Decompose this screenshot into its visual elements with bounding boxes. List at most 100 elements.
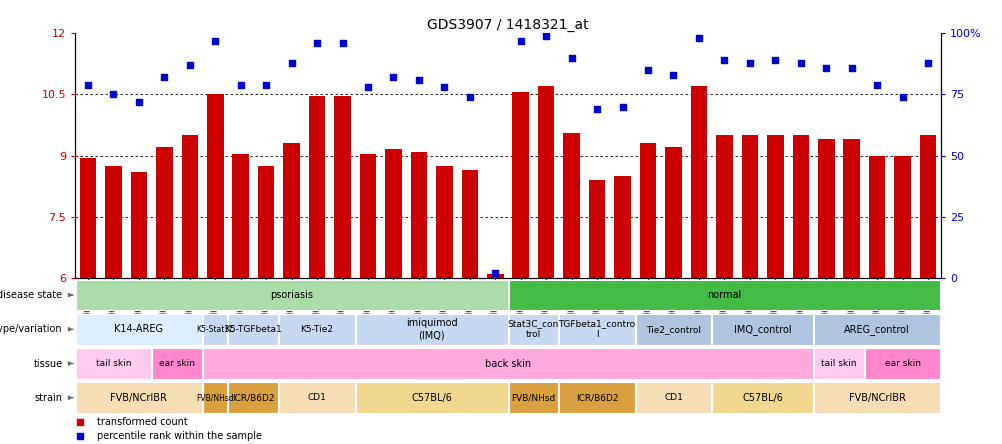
Bar (284, 143, 300, 278)
Bar (792, 135, 809, 278)
Bar (868, 155, 885, 278)
Bar (508, 280, 939, 310)
Bar (356, 382, 507, 413)
Point (105, 91, 121, 98)
Point (818, 64, 834, 71)
Text: K5-Stat3C: K5-Stat3C (195, 325, 234, 334)
Text: imiquimod
(IMQ): imiquimod (IMQ) (406, 318, 457, 340)
Point (664, 71, 680, 79)
Text: genotype/variation: genotype/variation (0, 324, 62, 334)
Point (436, 83, 452, 91)
Point (614, 103, 630, 110)
Point (335, 40, 351, 47)
Text: TGFbeta1_contro
l: TGFbeta1_contro l (558, 320, 635, 339)
Text: Stat3C_con
trol: Stat3C_con trol (507, 320, 558, 339)
Text: K5-Tie2: K5-Tie2 (301, 325, 334, 334)
Text: AREG_control: AREG_control (844, 324, 909, 335)
Point (360, 83, 376, 91)
Bar (559, 314, 634, 345)
Point (741, 59, 758, 66)
Bar (232, 154, 248, 278)
Bar (206, 95, 223, 278)
Text: ICR/B6D2: ICR/B6D2 (231, 393, 275, 402)
Point (232, 81, 248, 88)
Bar (635, 382, 710, 413)
Bar (385, 150, 402, 278)
Bar (690, 86, 706, 278)
Bar (487, 274, 503, 278)
Bar (76, 348, 151, 379)
Text: normal: normal (706, 290, 740, 300)
Bar (588, 180, 605, 278)
Point (894, 93, 910, 100)
Text: tail skin: tail skin (95, 359, 131, 368)
Bar (105, 166, 121, 278)
Bar (635, 314, 710, 345)
Bar (740, 135, 758, 278)
Text: K14-AREG: K14-AREG (114, 324, 163, 334)
Text: disease state: disease state (0, 290, 62, 300)
Point (792, 59, 808, 66)
Bar (202, 314, 227, 345)
Text: transformed count: transformed count (97, 416, 187, 427)
Point (690, 35, 706, 42)
Bar (280, 382, 355, 413)
Point (80, 81, 96, 88)
Bar (814, 314, 939, 345)
Text: back skin: back skin (485, 358, 530, 369)
Point (156, 74, 172, 81)
Point (207, 37, 223, 44)
Point (461, 93, 477, 100)
Bar (410, 151, 427, 278)
Point (487, 270, 503, 277)
Title: GDS3907 / 1418321_at: GDS3907 / 1418321_at (427, 18, 588, 32)
Bar (228, 382, 279, 413)
Point (181, 62, 197, 69)
Bar (309, 96, 325, 278)
Bar (130, 172, 147, 278)
Bar (639, 143, 655, 278)
Bar (664, 147, 681, 278)
Bar (156, 147, 172, 278)
Bar (202, 382, 227, 413)
Text: FVB/NCrIBR: FVB/NCrIBR (110, 393, 167, 403)
Bar (508, 314, 558, 345)
Bar (818, 139, 834, 278)
Point (411, 76, 427, 83)
Bar (715, 135, 731, 278)
Point (130, 98, 146, 105)
Point (919, 59, 935, 66)
Bar (512, 92, 528, 278)
Bar (152, 348, 201, 379)
Text: Tie2_control: Tie2_control (645, 325, 700, 334)
Bar (461, 170, 478, 278)
Bar (76, 280, 507, 310)
Bar (356, 314, 507, 345)
Point (538, 32, 554, 40)
Bar (711, 382, 813, 413)
Bar (711, 314, 813, 345)
Text: strain: strain (34, 393, 62, 403)
Bar (613, 176, 630, 278)
Text: CD1: CD1 (663, 393, 682, 402)
Text: C57BL/6: C57BL/6 (741, 393, 783, 403)
Bar (508, 382, 558, 413)
Bar (814, 382, 939, 413)
Bar (767, 135, 783, 278)
Bar (436, 166, 452, 278)
Bar (559, 382, 634, 413)
Point (309, 40, 325, 47)
Point (512, 37, 528, 44)
Text: tissue: tissue (33, 358, 62, 369)
Bar (258, 166, 275, 278)
Point (258, 81, 274, 88)
Bar (79, 158, 96, 278)
Text: CD1: CD1 (308, 393, 327, 402)
Text: percentile rank within the sample: percentile rank within the sample (97, 432, 262, 441)
Text: FVB/NHsd: FVB/NHsd (511, 393, 555, 402)
Text: ICR/B6D2: ICR/B6D2 (575, 393, 618, 402)
Text: FVB/NHsd: FVB/NHsd (196, 393, 233, 402)
Point (639, 67, 655, 74)
Text: K5-TGFbeta1: K5-TGFbeta1 (224, 325, 282, 334)
Point (385, 74, 401, 81)
